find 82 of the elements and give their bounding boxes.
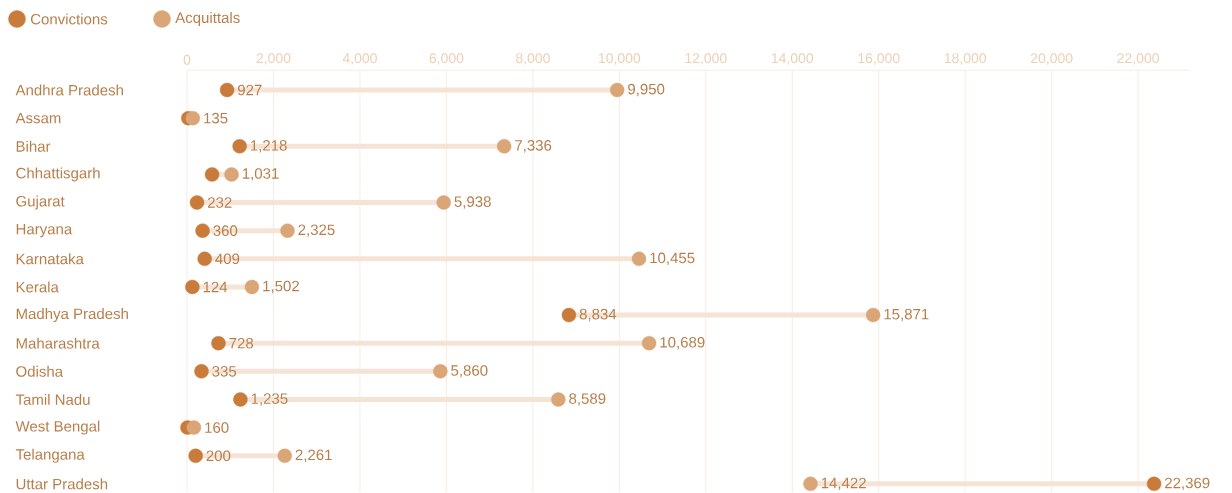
- point: [865, 307, 881, 323]
- point: [185, 279, 200, 295]
- data-label: 10,455: [650, 252, 695, 265]
- point: [194, 364, 209, 379]
- data-label: 200: [206, 450, 231, 462]
- data-label: 5,860: [451, 365, 488, 378]
- point: [195, 223, 210, 238]
- y-tick-label: Bihar: [16, 140, 51, 152]
- point: [197, 251, 212, 266]
- point: [641, 336, 657, 351]
- point: [551, 392, 566, 407]
- x-tick-label: 10,000: [598, 53, 641, 65]
- data-label: 15,871: [884, 308, 929, 322]
- y-tick-label: Madhya Pradesh: [16, 308, 128, 323]
- point: [433, 364, 448, 379]
- x-tick-label: 8,000: [515, 53, 550, 65]
- x-tick-label: 0: [183, 54, 191, 65]
- data-label: 335: [212, 366, 237, 377]
- point: [631, 251, 647, 266]
- y-tick-label: Tamil Nadu: [15, 393, 90, 405]
- data-label: 5,938: [454, 196, 491, 209]
- point: [280, 223, 295, 238]
- x-tick-label: 22,000: [1117, 53, 1159, 65]
- y-tick-label: Odisha: [16, 365, 64, 377]
- data-label: 1,235: [251, 393, 288, 406]
- point: [496, 139, 512, 154]
- data-label: 1,218: [251, 140, 287, 153]
- x-tick-label: 12,000: [685, 53, 727, 65]
- y-tick-label: Gujarat: [16, 195, 65, 210]
- y-tick-label: Uttar Pradesh: [16, 478, 108, 490]
- y-tick-label: Andhra Pradesh: [15, 84, 123, 96]
- data-label: 2,325: [298, 224, 335, 237]
- x-tick-label: 2,000: [256, 53, 291, 65]
- data-label: 10,689: [660, 337, 705, 350]
- point: [185, 110, 201, 126]
- point: [233, 392, 248, 407]
- x-tick-label: 18,000: [944, 53, 987, 65]
- x-tick-label: 4,000: [342, 53, 377, 65]
- data-label: 22,369: [1165, 477, 1210, 491]
- y-tick-label: Chhattisgarh: [16, 167, 100, 182]
- y-tick-label: Maharashtra: [16, 337, 100, 349]
- y-tick-label: Telangana: [15, 448, 85, 463]
- x-tick-label: 16,000: [858, 53, 900, 65]
- legend-label: Acquittals: [175, 12, 240, 26]
- data-label: 2,261: [295, 449, 332, 462]
- data-label: 9,950: [628, 83, 665, 97]
- point: [219, 82, 235, 98]
- point: [232, 139, 247, 154]
- data-label: 409: [215, 253, 240, 265]
- data-label: 927: [237, 84, 262, 96]
- data-label: 1,031: [242, 168, 279, 181]
- x-tick-label: 20,000: [1030, 53, 1073, 65]
- point: [561, 307, 577, 323]
- data-label: 8,589: [569, 393, 606, 406]
- point: [436, 195, 451, 210]
- point: [186, 420, 202, 435]
- y-tick-label: Karnataka: [16, 253, 84, 265]
- data-label: 8,834: [579, 308, 617, 322]
- data-label: 1,502: [263, 280, 299, 294]
- point: [277, 448, 292, 463]
- point: [188, 448, 203, 463]
- x-tick-label: 6,000: [429, 53, 464, 65]
- point: [211, 336, 226, 351]
- data-label: 14,422: [821, 477, 866, 491]
- data-label: 360: [213, 225, 238, 236]
- point: [244, 279, 260, 295]
- x-tick-label: 14,000: [771, 53, 814, 65]
- data-label: 232: [207, 197, 232, 208]
- point: [224, 167, 239, 182]
- legend-label: Convictions: [30, 13, 108, 25]
- data-label: 728: [229, 337, 254, 349]
- point: [609, 82, 625, 98]
- data-label: 135: [204, 112, 228, 124]
- point: [189, 195, 205, 210]
- point: [204, 167, 220, 182]
- y-tick-label: West Bengal: [15, 420, 100, 435]
- data-label: 7,336: [515, 140, 552, 153]
- data-label: 124: [203, 281, 228, 293]
- y-tick-label: Kerala: [16, 281, 59, 293]
- y-tick-label: Assam: [15, 112, 61, 124]
- data-label: 160: [205, 422, 229, 433]
- y-tick-label: Haryana: [16, 223, 73, 238]
